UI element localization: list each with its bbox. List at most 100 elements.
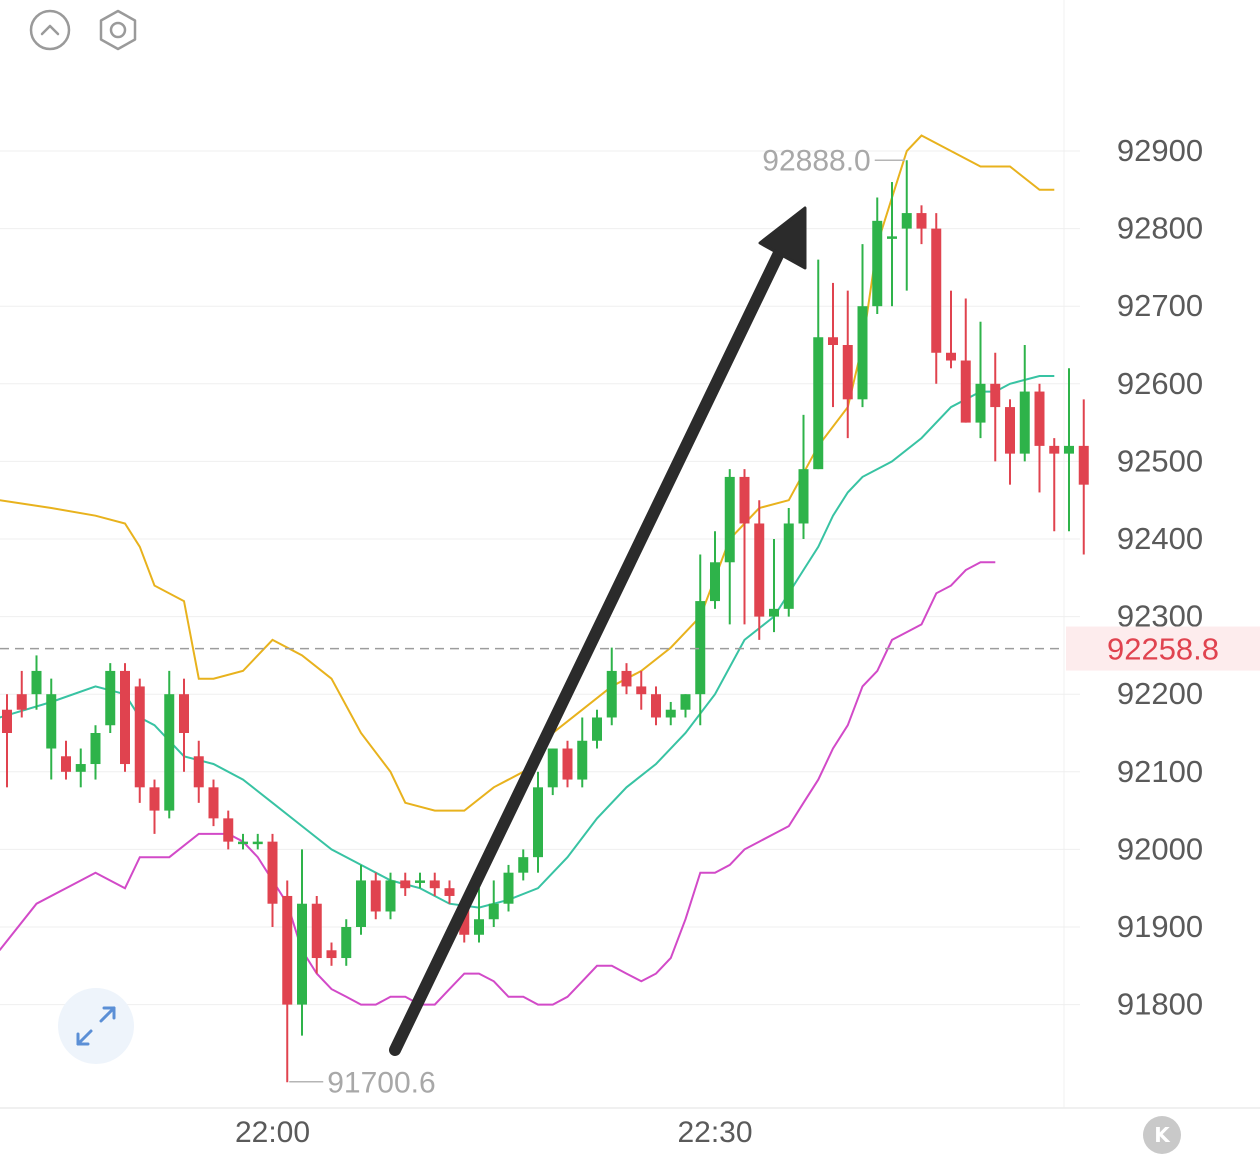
candle-body: [356, 880, 366, 927]
candle-body: [223, 818, 234, 842]
candle: [798, 414, 809, 539]
y-axis-tick-label: 92100: [1117, 754, 1203, 789]
candle-body: [297, 903, 307, 1005]
candle-body: [474, 919, 484, 935]
candle: [311, 895, 322, 974]
candle: [90, 725, 101, 780]
candle-body: [577, 740, 588, 780]
candle-body: [134, 686, 145, 788]
candle: [606, 647, 617, 726]
candle: [931, 213, 942, 384]
candle-body: [813, 337, 824, 470]
candle-body: [916, 213, 927, 229]
candle: [813, 259, 824, 470]
candle-body: [488, 903, 499, 920]
candle-body: [267, 841, 278, 904]
candle: [75, 748, 86, 788]
candle-body: [1064, 445, 1074, 454]
candle: [621, 663, 632, 695]
candle-body: [842, 345, 853, 400]
candle: [120, 663, 130, 772]
y-axis-tick-label: 92700: [1117, 288, 1203, 323]
y-axis-tick-label: 92000: [1117, 831, 1203, 866]
candle: [193, 740, 204, 803]
high-marker-label: 92888.0: [762, 144, 870, 177]
y-axis-tick-label: 91900: [1117, 909, 1203, 944]
candle-body: [651, 694, 661, 718]
candle: [223, 810, 234, 850]
settings-hexagon-icon[interactable]: [96, 8, 140, 52]
candle: [134, 678, 145, 803]
candle-body: [1078, 445, 1089, 485]
candle: [887, 182, 897, 307]
candle-body: [311, 903, 322, 959]
candle-body: [754, 523, 765, 617]
candle-body: [46, 694, 57, 749]
candle-body: [990, 383, 1001, 408]
candle-body: [872, 220, 883, 307]
x-axis-tick-label: 22:00: [235, 1116, 310, 1149]
candle-body: [238, 841, 248, 845]
candle: [149, 779, 160, 834]
candle: [46, 678, 57, 780]
candle: [164, 670, 175, 819]
candle-body: [193, 756, 204, 788]
candle: [592, 709, 602, 749]
candle-body: [105, 670, 116, 726]
candle: [326, 942, 337, 966]
y-axis-tick-label: 92600: [1117, 366, 1203, 401]
candle: [754, 500, 765, 640]
candle: [547, 748, 558, 796]
candle: [16, 670, 27, 718]
x-axis-tick-label: 22:30: [677, 1116, 752, 1149]
expand-button[interactable]: [58, 988, 134, 1064]
candle-body: [31, 670, 42, 695]
candle: [385, 872, 396, 920]
candle: [975, 321, 986, 439]
y-axis-tick-label: 92400: [1117, 521, 1203, 556]
candle: [1034, 383, 1045, 493]
candle-body: [739, 476, 750, 524]
candle-body: [2, 709, 12, 733]
candle-body: [415, 880, 425, 883]
candle: [665, 701, 676, 726]
y-axis-tick-label: 92200: [1117, 676, 1203, 711]
candle: [562, 740, 573, 788]
candle-body: [164, 694, 175, 811]
candle-body: [946, 352, 956, 361]
candle-body: [592, 717, 602, 741]
candle: [769, 539, 779, 633]
candle: [179, 678, 189, 772]
candle-body: [282, 895, 293, 1005]
y-axis-tick-label: 92800: [1117, 211, 1203, 246]
candle: [828, 282, 838, 408]
low-marker-label: 91700.6: [327, 1067, 435, 1100]
candle: [533, 771, 543, 873]
hexagon-icon-svg: [99, 9, 137, 51]
candle-body: [208, 787, 219, 819]
candle: [1078, 399, 1089, 555]
candle-body: [828, 337, 838, 345]
lower-band-line: [0, 561, 996, 1006]
candle-body: [1034, 391, 1045, 446]
candle-body: [90, 733, 101, 765]
candle: [1064, 368, 1074, 532]
candle-body: [798, 469, 809, 524]
annotation-arrow-shaft: [389, 243, 787, 1056]
candle: [783, 507, 794, 617]
candle-body: [533, 787, 543, 858]
annotation-arrow-head: [758, 206, 807, 270]
k-badge[interactable]: K: [1143, 1116, 1181, 1154]
candle: [105, 663, 116, 733]
candle: [990, 352, 1001, 462]
candle-body: [385, 880, 396, 912]
candle: [1005, 399, 1015, 485]
y-axis-tick-label: 92900: [1117, 133, 1203, 168]
candle: [518, 849, 529, 881]
candle: [415, 872, 425, 889]
chevron-up-icon[interactable]: [28, 8, 72, 52]
candle: [252, 833, 263, 850]
candle-body: [621, 670, 632, 687]
